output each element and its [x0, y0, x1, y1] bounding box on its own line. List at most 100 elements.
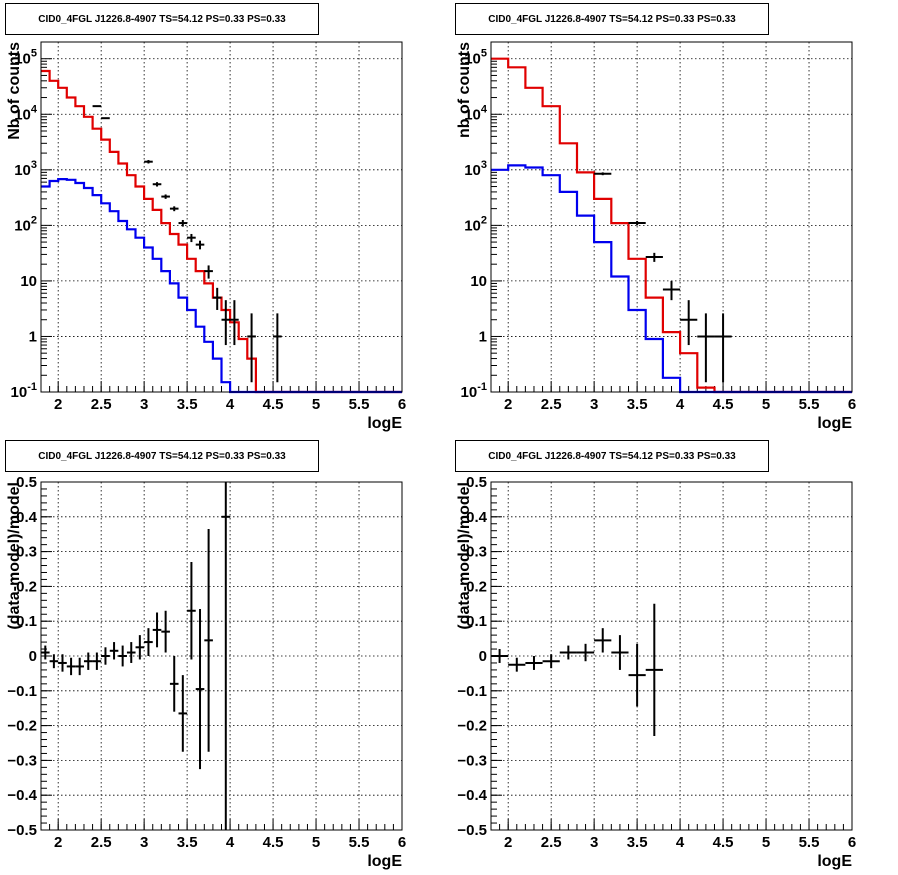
y-tick-label: 1 [479, 328, 487, 345]
y-tick-label: 104 [14, 103, 38, 123]
y-tick-label: −0.1 [457, 683, 487, 700]
y-tick-label: 0.5 [16, 474, 37, 491]
data-point [169, 656, 179, 712]
x-tick-label: 2.5 [91, 396, 112, 413]
x-tick-label: 2 [504, 396, 512, 413]
x-tick-label: 3.5 [627, 396, 648, 413]
y-tick-label: 10 [470, 273, 487, 290]
y-axis-label: Nb of counts [6, 42, 23, 140]
data-point [101, 647, 110, 665]
x-tick-label: 4 [676, 396, 685, 413]
data-point [152, 182, 162, 187]
data-point [645, 603, 663, 737]
x-axis-label: logE [367, 853, 402, 870]
data-point [178, 675, 188, 752]
plot-frame [40, 41, 403, 393]
data-point [101, 117, 110, 120]
x-tick-label: 5 [312, 396, 320, 413]
data-point [195, 609, 205, 770]
data-point [126, 642, 136, 663]
data-point [118, 645, 127, 667]
data-point [83, 652, 93, 670]
y-tick-label: 0.3 [466, 544, 487, 561]
data-point [204, 528, 213, 752]
x-tick-label: 5.5 [349, 834, 370, 851]
x-axis-label: logE [817, 853, 852, 870]
data-point [645, 252, 663, 262]
data-point [169, 206, 179, 212]
x-tick-label: 6 [848, 834, 856, 851]
data-point [92, 105, 102, 108]
data-point [628, 643, 646, 707]
data-point [41, 645, 50, 660]
source-model-histogram [491, 164, 852, 394]
data-point [594, 628, 612, 653]
x-tick-label: 3.5 [627, 834, 648, 851]
panel-title-2: CID0_4FGL J1226.8-4907 TS=54.12 PS=0.33 … [455, 3, 769, 35]
total-model-histogram [41, 69, 402, 394]
data-point [178, 219, 188, 227]
data-point [594, 172, 612, 176]
data-point [611, 635, 629, 670]
source-model-histogram [41, 178, 402, 394]
y-axis-label: (data-model)/model [6, 482, 23, 630]
x-tick-label: 4.5 [263, 396, 284, 413]
plot-frame [490, 481, 853, 831]
x-axis-label: logE [817, 415, 852, 432]
y-axis-label: (data-model)/model [456, 482, 473, 630]
data-point [559, 645, 577, 660]
x-tick-label: 2 [504, 834, 512, 851]
x-tick-label: 5 [762, 834, 770, 851]
x-tick-label: 6 [848, 396, 856, 413]
data-point [49, 654, 59, 669]
data-point [66, 657, 76, 676]
x-tick-label: 3 [590, 396, 598, 413]
y-tick-label: 103 [14, 159, 37, 179]
y-tick-label: 0.3 [16, 544, 37, 561]
x-tick-label: 2 [54, 396, 62, 413]
y-tick-label: 0.1 [466, 613, 487, 630]
x-tick-label: 4 [226, 834, 235, 851]
x-tick-label: 5.5 [349, 396, 370, 413]
y-tick-label: 0 [479, 648, 487, 665]
y-tick-label: −0.5 [457, 822, 487, 839]
y-tick-label: −0.4 [7, 787, 37, 804]
x-tick-label: 2 [54, 834, 62, 851]
y-tick-label: 0.5 [466, 474, 487, 491]
data-point [161, 194, 170, 199]
y-tick-label: 0.2 [466, 578, 487, 595]
x-tick-label: 5 [762, 396, 770, 413]
x-tick-label: 4 [226, 396, 235, 413]
y-tick-label: 0.1 [16, 613, 37, 630]
data-point [576, 643, 595, 662]
y-tick-label: 103 [464, 159, 487, 179]
data-point [144, 160, 153, 164]
x-tick-label: 6 [398, 396, 406, 413]
data-point [161, 610, 170, 653]
data-point [58, 654, 67, 672]
data-point [195, 240, 205, 250]
y-tick-label: 10-1 [11, 381, 37, 401]
x-tick-label: 4.5 [713, 396, 734, 413]
chart-panel-4: 2 2.5 3 3.5 4 4.5 5 5.5 6 −0.5 −0.4 −0.3 −0.2 −0.1 0 0.… [456, 474, 856, 870]
data-point [152, 612, 162, 648]
x-axis-label: logE [367, 415, 402, 432]
data-point [187, 233, 196, 243]
chart-panel-1: 2 2.5 3 3.5 4 4.5 5 5.5 6 10-1 1 10 102 103 104 105 logE… [6, 41, 406, 432]
x-tick-label: 4 [676, 834, 685, 851]
chart-panel-2: 2 2.5 3 3.5 4 4.5 5 5.5 6 10-1 1 10 102 103 104 105 logE… [456, 41, 856, 432]
data-point [714, 313, 732, 383]
y-tick-label: −0.5 [7, 822, 37, 839]
x-tick-label: 4.5 [713, 834, 734, 851]
y-tick-label: 105 [14, 48, 37, 68]
y-tick-label: 1 [29, 328, 37, 345]
y-tick-label: 0 [29, 648, 37, 665]
y-axis-label: nb of counts [456, 42, 473, 138]
data-point [697, 313, 715, 383]
data-point [508, 657, 526, 672]
x-tick-label: 5 [312, 834, 320, 851]
data-point [273, 313, 282, 383]
data-point [109, 642, 119, 660]
y-tick-label: −0.4 [457, 787, 487, 804]
